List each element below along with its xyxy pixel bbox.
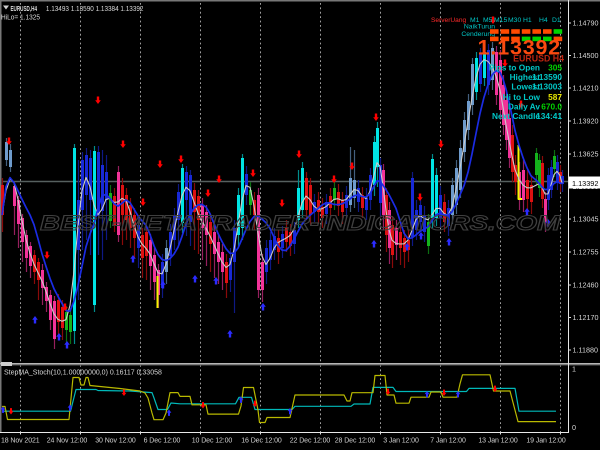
svg-text:305: 305 — [548, 63, 562, 73]
svg-text:M5: M5 — [483, 17, 493, 24]
svg-text:1.14210: 1.14210 — [573, 84, 599, 93]
svg-text:0: 0 — [572, 423, 576, 432]
svg-text:Highest: Highest — [510, 72, 541, 82]
svg-text:M15: M15 — [494, 17, 507, 24]
svg-text:22 Dec 12:00: 22 Dec 12:00 — [290, 438, 331, 445]
svg-text:1.13392: 1.13392 — [478, 36, 561, 60]
svg-text:BEST-METATRADER-INDICATORS.COM: BEST-METATRADER-INDICATORS.COM — [40, 212, 561, 235]
svg-text:7 Jan 12:00: 7 Jan 12:00 — [430, 438, 466, 445]
svg-text:Next Candle: Next Candle — [492, 111, 540, 121]
svg-text:134:41: 134:41 — [536, 111, 562, 121]
svg-text:1.13590: 1.13590 — [532, 72, 562, 82]
svg-text:1.11880: 1.11880 — [573, 346, 598, 355]
svg-text:Daily Av: Daily Av — [508, 102, 541, 112]
svg-text:28 Dec 12:00: 28 Dec 12:00 — [335, 438, 376, 445]
svg-text:HiLo= 1.1325: HiLo= 1.1325 — [1, 13, 40, 22]
svg-text:Lowest: Lowest — [511, 82, 540, 92]
svg-text:Hi to Low: Hi to Low — [503, 92, 541, 102]
svg-text:1.13392: 1.13392 — [572, 179, 598, 188]
svg-text:1: 1 — [572, 365, 576, 374]
svg-text:670.0: 670.0 — [541, 102, 562, 112]
svg-text:1.13493 1.13590 1.13384 1.1339: 1.13493 1.13590 1.13384 1.13392 — [46, 4, 144, 13]
svg-text:16 Dec 12:00: 16 Dec 12:00 — [241, 438, 282, 445]
svg-text:13 Jan 12:00: 13 Jan 12:00 — [478, 438, 517, 445]
svg-text:Pips to Open: Pips to Open — [489, 63, 540, 73]
svg-text:M1: M1 — [470, 17, 480, 24]
svg-text:1.14500: 1.14500 — [573, 51, 599, 60]
svg-text:587: 587 — [548, 92, 562, 102]
svg-text:NaikTurun: NaikTurun — [464, 24, 495, 31]
svg-text:Cenderung: Cenderung — [461, 31, 495, 38]
svg-text:6 Dec 12:00: 6 Dec 12:00 — [144, 438, 181, 445]
svg-text:1.12755: 1.12755 — [573, 248, 599, 257]
svg-text:H1: H1 — [523, 17, 532, 24]
svg-text:10 Dec 12:00: 10 Dec 12:00 — [192, 438, 233, 445]
svg-text:30 Nov 12:00: 30 Nov 12:00 — [95, 438, 136, 445]
svg-text:EURUSD H4: EURUSD H4 — [513, 54, 564, 64]
svg-text:1.13920: 1.13920 — [573, 117, 599, 126]
svg-text:StepMA_Stoch(10,1.00000000,0): StepMA_Stoch(10,1.00000000,0) 0.16117 0.… — [4, 370, 162, 377]
svg-text:M30: M30 — [508, 17, 521, 24]
svg-text:3 Jan 12:00: 3 Jan 12:00 — [383, 438, 419, 445]
svg-text:1.13045: 1.13045 — [573, 215, 599, 224]
svg-text:EURUSD,H4: EURUSD,H4 — [11, 4, 38, 13]
svg-text:1.13003: 1.13003 — [532, 82, 562, 92]
svg-text:ServerUang: ServerUang — [431, 17, 467, 24]
svg-text:1.12460: 1.12460 — [573, 281, 599, 290]
svg-text:1.14790: 1.14790 — [573, 19, 599, 28]
svg-text:1.12170: 1.12170 — [573, 313, 599, 322]
svg-text:H4: H4 — [539, 17, 548, 24]
svg-text:1.13625: 1.13625 — [573, 150, 599, 159]
svg-text:D1: D1 — [552, 17, 561, 24]
svg-text:19 Jan 12:00: 19 Jan 12:00 — [526, 438, 565, 445]
svg-text:24 Nov 12:00: 24 Nov 12:00 — [47, 438, 88, 445]
svg-text:18 Nov 2021: 18 Nov 2021 — [1, 438, 40, 445]
